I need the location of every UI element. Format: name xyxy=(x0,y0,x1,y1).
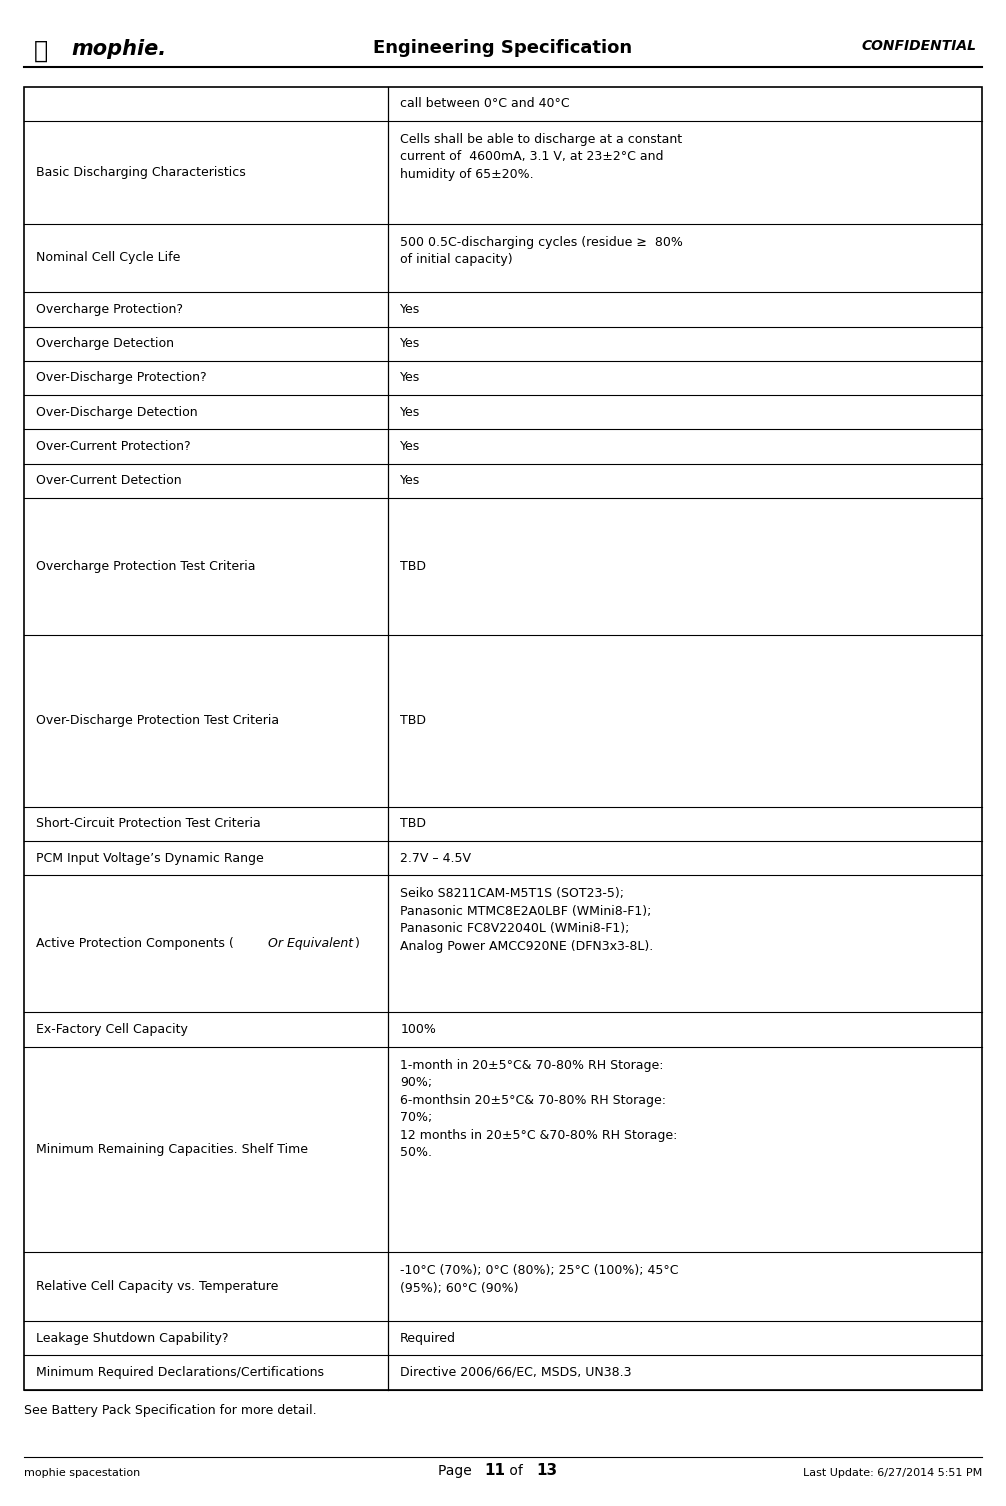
Text: Last Update: 6/27/2014 5:51 PM: Last Update: 6/27/2014 5:51 PM xyxy=(803,1468,982,1477)
Text: Ex-Factory Cell Capacity: Ex-Factory Cell Capacity xyxy=(36,1023,188,1036)
Text: Active Protection Components (: Active Protection Components ( xyxy=(36,937,233,950)
Text: Over-Current Protection?: Over-Current Protection? xyxy=(36,440,191,453)
Text: Over-Discharge Detection: Over-Discharge Detection xyxy=(36,405,198,419)
Text: 500 0.5C-discharging cycles (residue ≥  80%
of initial capacity): 500 0.5C-discharging cycles (residue ≥ 8… xyxy=(400,235,683,267)
Text: PCM Input Voltage’s Dynamic Range: PCM Input Voltage’s Dynamic Range xyxy=(36,851,264,864)
Text: 13: 13 xyxy=(536,1462,557,1477)
Text: ): ) xyxy=(355,937,360,950)
Text: Basic Discharging Characteristics: Basic Discharging Characteristics xyxy=(36,166,245,179)
Text: mophie.: mophie. xyxy=(71,39,166,59)
Text: TBD: TBD xyxy=(400,818,427,830)
Text: Minimum Required Declarations/Certifications: Minimum Required Declarations/Certificat… xyxy=(36,1366,324,1379)
Text: of: of xyxy=(505,1464,527,1477)
Text: Relative Cell Capacity vs. Temperature: Relative Cell Capacity vs. Temperature xyxy=(36,1280,279,1294)
Text: Yes: Yes xyxy=(400,405,421,419)
Text: Seiko S8211CAM-M5T1S (SOT23-5);
Panasonic MTMC8E2A0LBF (WMini8-F1);
Panasonic FC: Seiko S8211CAM-M5T1S (SOT23-5); Panasoni… xyxy=(400,887,654,953)
Text: Yes: Yes xyxy=(400,372,421,384)
Text: -10°C (70%); 0°C (80%); 25°C (100%); 45°C
(95%); 60°C (90%): -10°C (70%); 0°C (80%); 25°C (100%); 45°… xyxy=(400,1265,679,1295)
Text: Yes: Yes xyxy=(400,303,421,316)
Text: Directive 2006/66/EC, MSDS, UN38.3: Directive 2006/66/EC, MSDS, UN38.3 xyxy=(400,1366,632,1379)
Bar xyxy=(24,86,982,1390)
Text: 2.7V – 4.5V: 2.7V – 4.5V xyxy=(400,851,471,864)
Text: Over-Discharge Protection Test Criteria: Over-Discharge Protection Test Criteria xyxy=(36,714,280,727)
Text: Yes: Yes xyxy=(400,337,421,351)
Text: Over-Current Detection: Over-Current Detection xyxy=(36,474,182,488)
Text: Yes: Yes xyxy=(400,440,421,453)
Text: Overcharge Protection?: Overcharge Protection? xyxy=(36,303,183,316)
Text: CONFIDENTIAL: CONFIDENTIAL xyxy=(862,39,977,53)
Text: TBD: TBD xyxy=(400,560,427,574)
Text: Leakage Shutdown Capability?: Leakage Shutdown Capability? xyxy=(36,1331,228,1345)
Text: Yes: Yes xyxy=(400,474,421,488)
Text: Page: Page xyxy=(439,1464,476,1477)
Text: Over-Discharge Protection?: Over-Discharge Protection? xyxy=(36,372,206,384)
Text: See Battery Pack Specification for more detail.: See Battery Pack Specification for more … xyxy=(24,1405,317,1417)
Text: Overcharge Protection Test Criteria: Overcharge Protection Test Criteria xyxy=(36,560,256,574)
Text: Overcharge Detection: Overcharge Detection xyxy=(36,337,174,351)
Text: Engineering Specification: Engineering Specification xyxy=(373,39,633,57)
Text: Minimum Remaining Capacities. Shelf Time: Minimum Remaining Capacities. Shelf Time xyxy=(36,1143,308,1157)
Text: Short-Circuit Protection Test Criteria: Short-Circuit Protection Test Criteria xyxy=(36,818,261,830)
Text: Required: Required xyxy=(400,1331,457,1345)
Text: 1-month in 20±5°C& 70-80% RH Storage:
90%;
6-monthsin 20±5°C& 70-80% RH Storage:: 1-month in 20±5°C& 70-80% RH Storage: 90… xyxy=(400,1059,678,1160)
Text: 100%: 100% xyxy=(400,1023,437,1036)
Text: TBD: TBD xyxy=(400,714,427,727)
Text: call between 0°C and 40°C: call between 0°C and 40°C xyxy=(400,98,569,110)
Text: Ⓜ: Ⓜ xyxy=(34,39,48,63)
Text: Nominal Cell Cycle Life: Nominal Cell Cycle Life xyxy=(36,252,180,265)
Text: Cells shall be able to discharge at a constant
current of  4600mA, 3.1 V, at 23±: Cells shall be able to discharge at a co… xyxy=(400,133,682,181)
Text: mophie spacestation: mophie spacestation xyxy=(24,1468,141,1477)
Text: 11: 11 xyxy=(484,1462,505,1477)
Text: Or Equivalent: Or Equivalent xyxy=(268,937,353,950)
